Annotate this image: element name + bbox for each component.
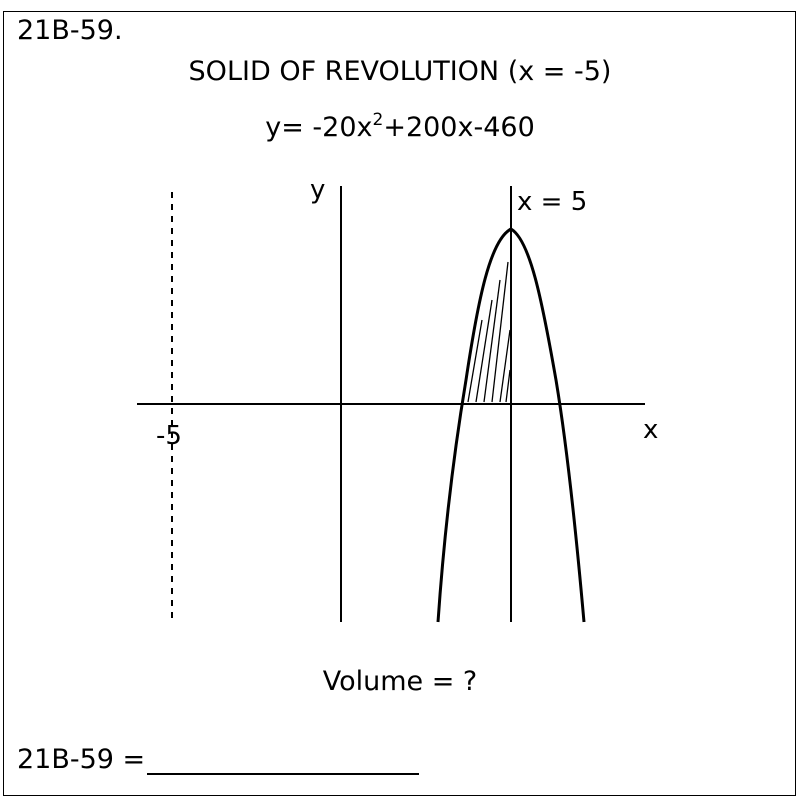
answer-blank[interactable] [147, 745, 420, 775]
equation-rest: +200x-460 [383, 112, 535, 143]
problem-frame [3, 11, 796, 796]
axis-of-rotation-label: -5 [156, 421, 182, 451]
y-axis-label: y [310, 175, 325, 205]
equation-exponent: 2 [372, 110, 384, 130]
volume-question: Volume = ? [322, 666, 478, 697]
line-label-x5: x = 5 [517, 187, 587, 217]
problem-id: 21B-59. [17, 15, 123, 46]
parabola-curve [436, 227, 586, 623]
shaded-region [467, 261, 511, 403]
answer-label: 21B-59 = [17, 744, 146, 775]
problem-equation: y= -20x2+200x-460 [0, 110, 800, 143]
answer-row: 21B-59 = [17, 744, 420, 775]
x-axis-label: x [643, 415, 658, 445]
problem-title: SOLID OF REVOLUTION (x = -5) [188, 56, 612, 87]
equation-main: y= -20x [265, 112, 373, 143]
